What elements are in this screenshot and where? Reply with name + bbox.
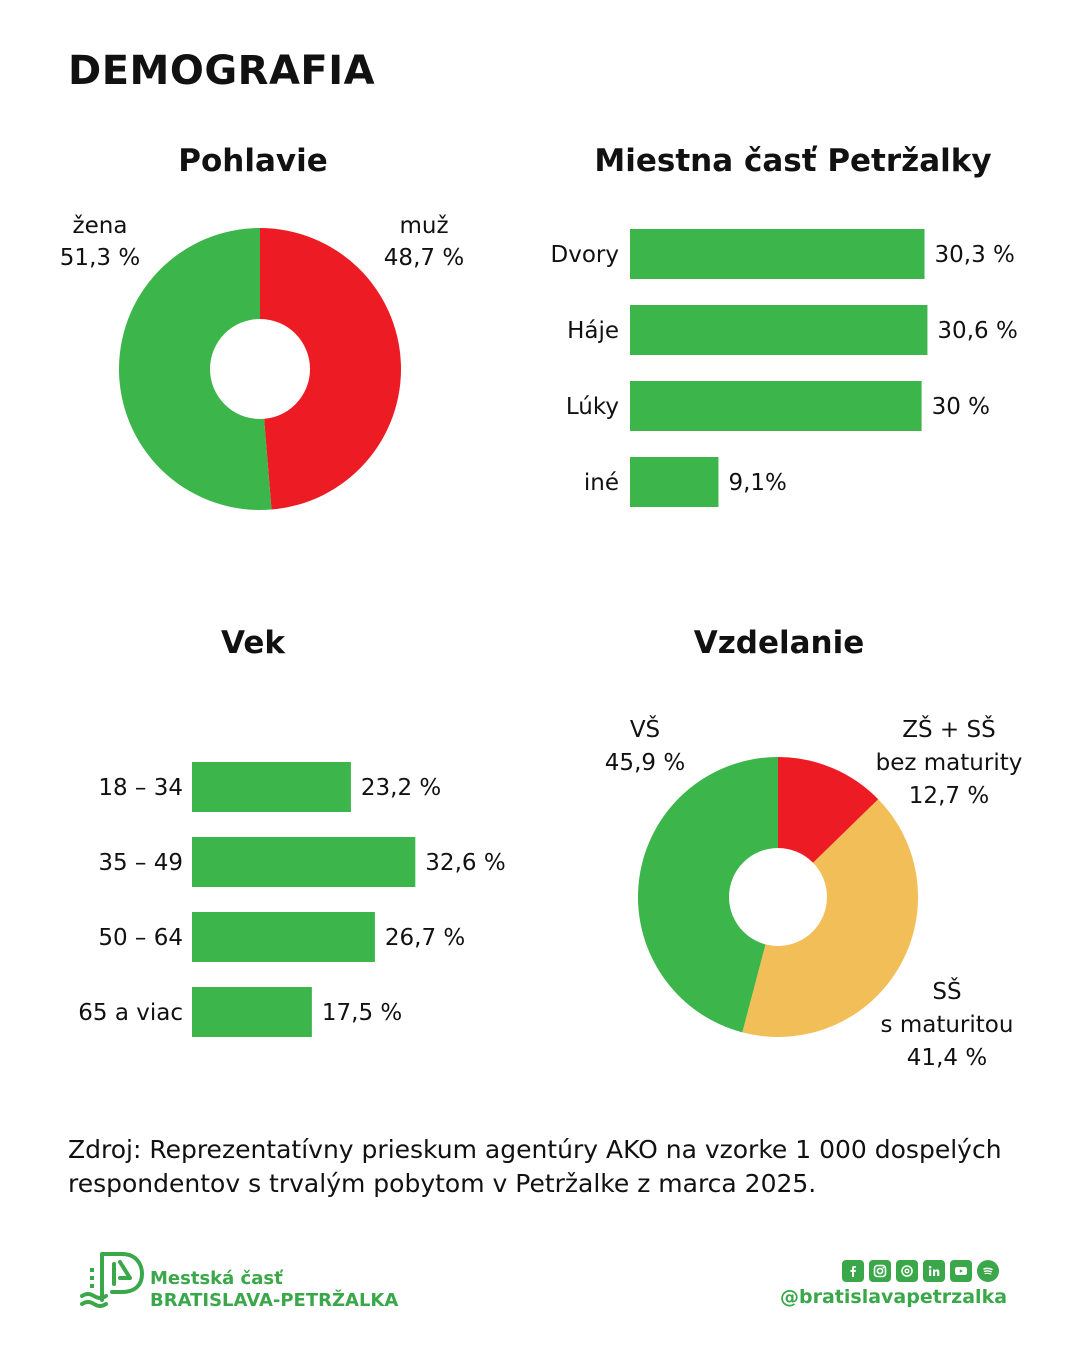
- value-label-2: 30 %: [932, 394, 990, 420]
- brand-line-1: Mestská časť: [150, 1268, 283, 1289]
- category-label-3: iné: [584, 470, 619, 496]
- bar-0: [192, 762, 351, 812]
- slice-value-zs: 12,7 %: [909, 783, 989, 809]
- slice-label-zs-line2: bez maturity: [876, 750, 1023, 776]
- value-label-0: 30,3 %: [935, 242, 1015, 268]
- donut-hole: [729, 848, 827, 946]
- bar-2: [192, 912, 375, 962]
- facebook-icon[interactable]: [842, 1260, 864, 1282]
- donut-chart-pohlavie: muž 48,7 % žena 51,3 %: [60, 213, 464, 510]
- bar-1: [630, 305, 928, 355]
- source-line-2: respondentov s trvalým pobytom v Petržal…: [68, 1169, 817, 1198]
- category-label-2: Lúky: [566, 394, 619, 420]
- slice-value-zena: 51,3 %: [60, 245, 140, 271]
- category-label-0: 18 – 34: [98, 775, 183, 801]
- category-label-1: Háje: [567, 318, 619, 344]
- category-label-1: 35 – 49: [98, 850, 183, 876]
- social-links: [842, 1260, 999, 1282]
- value-label-1: 30,6 %: [937, 318, 1017, 344]
- slice-label-muz: muž: [399, 213, 448, 239]
- pie-slice-1: [119, 228, 272, 510]
- bar-3: [192, 987, 312, 1037]
- category-label-0: Dvory: [551, 242, 619, 268]
- linkedin-icon[interactable]: [923, 1260, 945, 1282]
- chart-title-miestna-cast: Miestna časť Petržalky: [594, 143, 992, 179]
- chart-title-vzdelanie: Vzdelanie: [693, 625, 865, 661]
- threads-icon[interactable]: [896, 1260, 918, 1282]
- value-label-3: 9,1%: [728, 470, 786, 496]
- chart-title-pohlavie: Pohlavie: [178, 143, 328, 179]
- slice-label-zena: žena: [73, 213, 128, 239]
- pie-slice-2: [637, 757, 778, 1033]
- pie-slice-0: [260, 228, 402, 510]
- donut-hole: [210, 319, 310, 419]
- slice-value-muz: 48,7 %: [384, 245, 464, 271]
- category-label-3: 65 a viac: [78, 1000, 183, 1026]
- bar-chart-vek: 18 – 34 23,2 % 35 – 49 32,6 % 50 – 64 26,7 % 6…: [78, 762, 506, 1037]
- page-title: DEMOGRAFIA: [68, 48, 376, 94]
- social-handle[interactable]: @bratislavapetrzalka: [780, 1286, 1008, 1308]
- pie-slice-1: [742, 799, 918, 1038]
- slice-label-zs-line1: ZŠ + SŠ: [902, 715, 995, 743]
- slice-label-vs: VŠ: [630, 715, 660, 743]
- petrzalka-logo-icon: [80, 1252, 144, 1308]
- slice-value-vs: 45,9 %: [605, 750, 685, 776]
- value-label-1: 32,6 %: [425, 850, 505, 876]
- source-line-1: Zdroj: Reprezentatívny prieskum agentúry…: [68, 1135, 1002, 1164]
- category-label-2: 50 – 64: [98, 925, 183, 951]
- bar-0: [630, 229, 925, 279]
- brand-line-2: BRATISLAVA-PETRŽALKA: [150, 1290, 399, 1311]
- brand-name: Mestská časť BRATISLAVA-PETRŽALKA: [150, 1268, 398, 1312]
- value-label-2: 26,7 %: [385, 925, 465, 951]
- bar-1: [192, 837, 416, 887]
- bar-chart-miestna-cast: Dvory 30,3 % Háje 30,6 % Lúky 30 % iné 9,1%: [551, 229, 1018, 507]
- bar-2: [630, 381, 922, 431]
- chart-title-vek: Vek: [221, 625, 285, 661]
- donut-chart-vzdelanie: ZŠ + SŠ bez maturity 12,7 % SŠ s maturitou 41…: [605, 715, 1023, 1071]
- value-label-0: 23,2 %: [361, 775, 441, 801]
- slice-label-ss-line1: SŠ: [932, 977, 961, 1005]
- youtube-icon[interactable]: [950, 1260, 972, 1282]
- value-label-3: 17,5 %: [322, 1000, 402, 1026]
- source-note: Zdroj: Reprezentatívny prieskum agentúry…: [68, 1133, 1028, 1201]
- slice-label-ss-line2: s maturitou: [881, 1012, 1014, 1038]
- bar-3: [630, 457, 719, 507]
- charts-svg: muž 48,7 % žena 51,3 % Dvory 30,3 % Háje 30,6 …: [60, 213, 1023, 1071]
- instagram-icon[interactable]: [869, 1260, 891, 1282]
- spotify-icon[interactable]: [977, 1260, 999, 1282]
- slice-value-ss: 41,4 %: [907, 1045, 987, 1071]
